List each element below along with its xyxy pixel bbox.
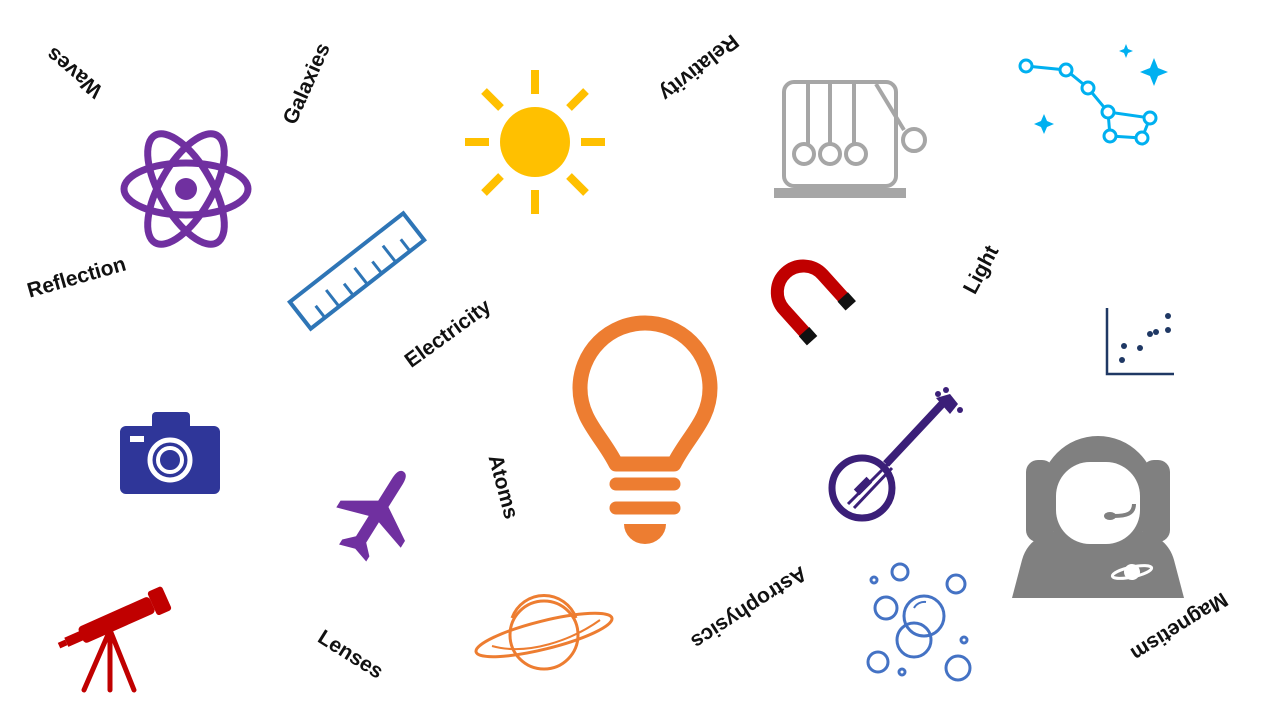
airplane-icon: [336, 462, 418, 566]
word-astrophysics: Astrophysics: [686, 561, 811, 654]
word-relativity: Relativity: [655, 29, 743, 106]
word-light: Light: [959, 241, 1004, 298]
sun-icon: [462, 67, 608, 217]
newtons-cradle-icon: [772, 78, 932, 202]
word-atoms: Atoms: [483, 452, 523, 522]
lightbulb-icon: [572, 315, 718, 548]
camera-icon: [118, 410, 222, 496]
magnet-icon: [756, 247, 856, 346]
constellation-icon: [1014, 42, 1180, 152]
bubbles-icon: [862, 560, 978, 688]
word-galaxies: Galaxies: [278, 39, 335, 128]
word-lenses: Lenses: [313, 625, 388, 684]
astronaut-icon: [1008, 432, 1188, 600]
word-reflection: Reflection: [24, 252, 129, 303]
atom-icon: [115, 113, 257, 265]
word-waves: Waves: [41, 42, 108, 103]
telescope-icon: [54, 586, 172, 696]
scatter-plot-icon: [1104, 306, 1176, 378]
banjo-icon: [826, 387, 964, 526]
ruler-icon: [286, 207, 428, 335]
saturn-icon: [472, 593, 618, 676]
